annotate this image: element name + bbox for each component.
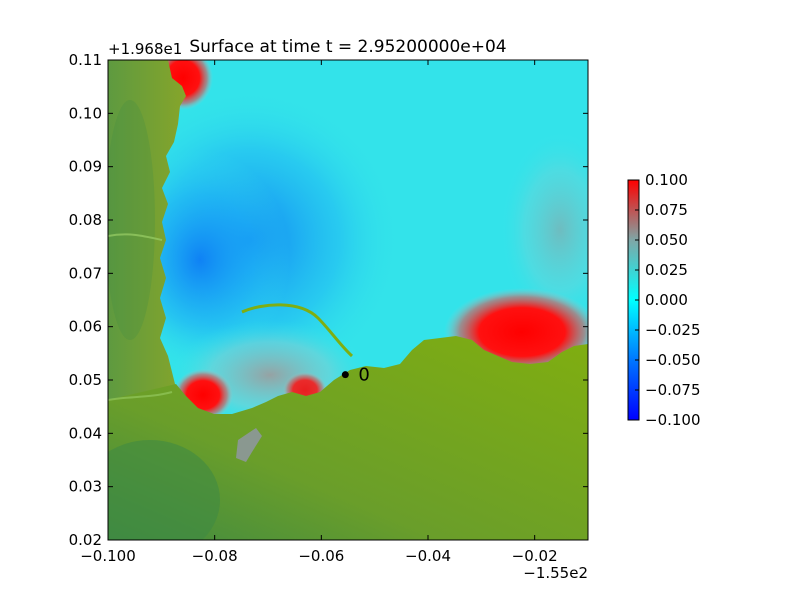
x-tick-label: −0.100 <box>80 547 136 565</box>
y-tick-label: 0.08 <box>69 211 102 229</box>
colorbar-tick-label: −0.050 <box>645 351 701 369</box>
y-tick-label: 0.09 <box>69 158 102 176</box>
y-tick-label: 0.04 <box>69 424 102 442</box>
reef-line <box>241 303 354 358</box>
colorbar-ticks: 0.100 0.075 0.050 0.025 0.000 −0.025 −0.050 −0.… <box>635 171 701 429</box>
y-offset-label: +1.968e1 <box>108 40 182 58</box>
gauge-label: 0 <box>358 365 369 386</box>
y-tick-label: 0.07 <box>69 264 102 282</box>
y-tick-label: 0.06 <box>69 318 102 336</box>
x-tick-label: −0.08 <box>192 547 238 565</box>
colorbar-tick-label: −0.025 <box>645 321 701 339</box>
colorbar-tick-label: 0.050 <box>645 231 688 249</box>
grey-bay <box>236 428 262 462</box>
gauge-marker <box>341 371 349 379</box>
colorbar-tick-label: 0.100 <box>645 171 688 189</box>
land-dark-patch <box>108 440 220 540</box>
land-left-coast <box>108 60 186 420</box>
y-tick-label: 0.03 <box>69 478 102 496</box>
colorbar-tick-label: 0.075 <box>645 201 688 219</box>
x-tick-label: −0.04 <box>405 547 451 565</box>
plot-area <box>108 60 588 540</box>
grey-shoal-region-2 <box>500 130 588 330</box>
x-offset-label: −1.55e2 <box>523 564 588 582</box>
plot-frame <box>107 59 589 541</box>
y-tick-label: 0.05 <box>69 371 102 389</box>
y-axis: 0.02 0.03 0.04 0.05 0.06 0.07 0.08 0.09 0.10 0.11 <box>69 51 588 549</box>
x-axis: −0.100 −0.08 −0.06 −0.04 −0.02 <box>80 60 558 565</box>
y-tick-label: 0.02 <box>69 531 102 549</box>
colorbar-tick-label: 0.000 <box>645 291 688 309</box>
colorbar-tick-label: −0.100 <box>645 411 701 429</box>
land-south-coast <box>108 336 588 540</box>
colorbar-tick-label: 0.025 <box>645 261 688 279</box>
stream-line <box>108 233 163 241</box>
chart-title: Surface at time t = 2.95200000e+04 <box>189 37 506 57</box>
x-tick-label: −0.02 <box>512 547 558 565</box>
x-tick-label: −0.06 <box>298 547 344 565</box>
y-tick-label: 0.10 <box>69 104 102 122</box>
y-tick-label: 0.11 <box>69 51 102 69</box>
colorbar-tick-label: −0.075 <box>645 381 701 399</box>
stream-line <box>108 391 173 401</box>
land-dark-patch-2 <box>108 100 155 340</box>
